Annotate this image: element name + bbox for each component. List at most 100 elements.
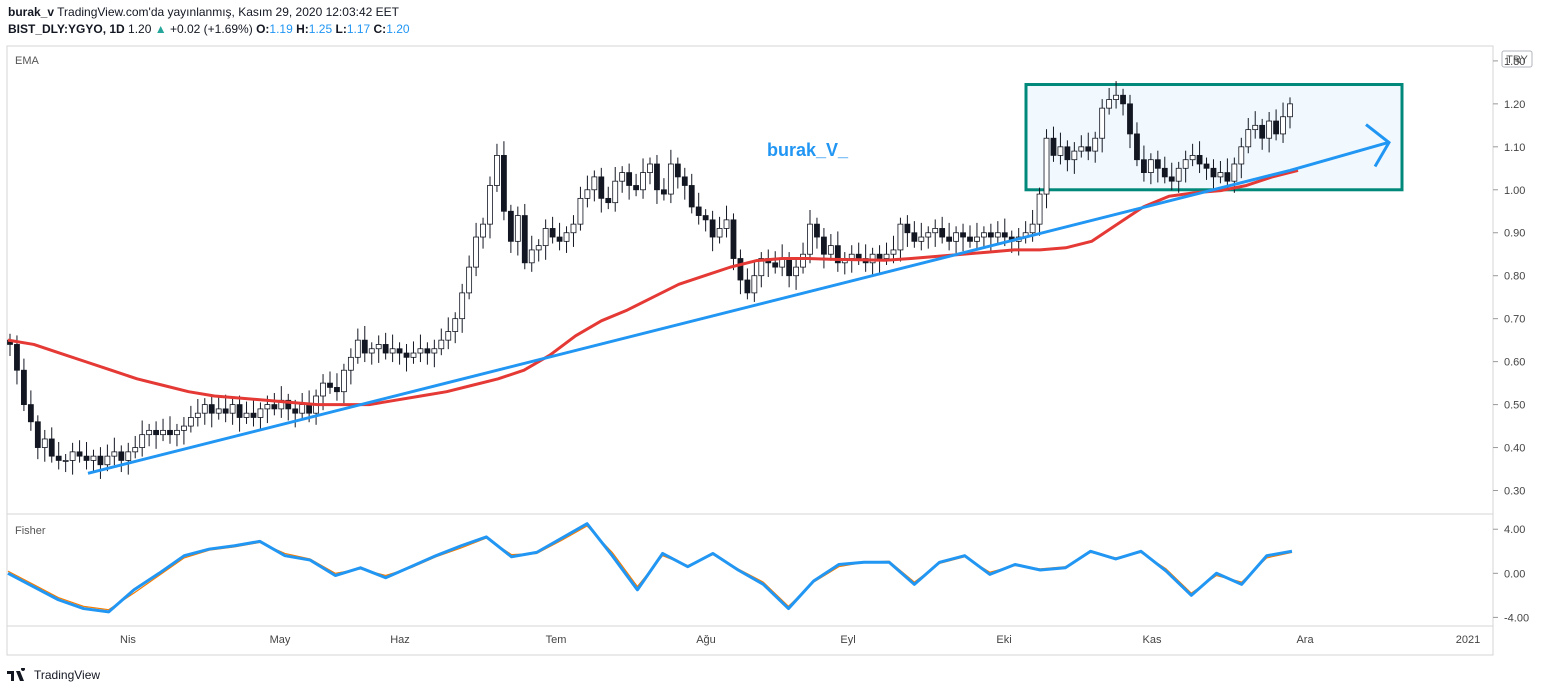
candle-body [1217,172,1224,178]
author-name[interactable]: burak_v [8,5,55,19]
candle-body [354,339,361,358]
candle-body [737,258,744,281]
price-axis[interactable]: 1.30 1.20 1.10 1.00 0.90 0.80 0.70 0.60 0.50 0.40… [1493,56,1525,498]
candle-body [946,236,953,242]
candle-body [292,408,299,414]
candle-body [62,460,69,462]
candle-body [410,352,417,358]
low-value: 1.17 [346,22,371,36]
open-value: 1.19 [269,22,293,36]
candle-body [264,404,271,410]
candle-body [584,189,591,199]
fisher-series-line [7,522,1293,614]
candle-body [1203,163,1210,169]
candle-body [1224,172,1231,182]
fisher-tick-label: 0.00 [1504,568,1525,580]
time-tick-label: Eyl [840,634,855,646]
candle-body [1182,159,1189,169]
candle-body [633,185,639,191]
candle-body [800,253,806,268]
trendline[interactable] [87,168,1291,475]
candle-body [347,356,354,371]
candle-body [487,185,493,225]
candle-body [389,348,396,354]
candle-body [306,404,313,414]
candle-body [681,176,688,186]
candle-body [1154,159,1161,169]
candle-body [14,344,20,371]
candle-body [48,438,55,457]
candle-body [723,219,730,229]
ohlc-legend: BIST_DLY:YGYO, 1D 1.20 ▲ +0.02 (+1.69%) … [8,22,410,36]
time-axis[interactable]: Nis May Haz Tem Ağu Eyl Eki Kas Ara 2021 [120,634,1480,646]
candle-body [417,348,424,354]
candle-body [911,232,918,242]
candle-body [661,189,667,195]
candle-body [1168,176,1175,182]
candle-body [125,451,132,461]
candle-body [953,232,959,242]
candle-body [1029,223,1036,234]
candle-body [960,232,966,238]
candle-body [827,245,834,255]
publish-info: TradingView.com'da yayınlanmış, Kasım 29… [57,5,399,19]
close-label: C: [373,22,387,36]
ema-line [7,168,1299,407]
fisher-label: Fisher [15,525,46,537]
tradingview-logo-icon [7,668,25,681]
open-label: O: [256,22,270,36]
candle-body [647,163,653,173]
publish-header: burak_v TradingView.com'da yayınlanmış, … [8,5,399,19]
high-value: 1.25 [308,22,333,36]
tradingview-watermark[interactable]: TradingView [6,668,100,682]
chart-annotation[interactable]: burak_V_ [767,140,849,160]
fisher-axis[interactable]: 4.00 0.00 -4.00 [1493,524,1529,624]
candle-body [1092,137,1099,152]
high-label: H: [296,22,309,36]
trendline-path [87,168,1291,475]
candle-body [786,258,793,277]
candle-body [132,447,139,453]
candle-body [1273,120,1279,135]
candle-body [1071,150,1078,161]
candle-body [167,429,173,436]
candle-body [542,228,549,247]
candle-body [299,404,306,414]
candle-body [320,382,326,397]
candle-body [104,455,111,466]
candle-body [702,215,709,221]
candle-body [793,266,799,277]
candle-body [201,404,208,414]
candle-body [236,404,243,418]
candle-body [730,219,737,259]
price-tick-label: 0.30 [1504,486,1525,498]
candle-body [1036,193,1043,225]
candle-body [918,236,925,242]
candle-body [688,185,695,208]
candle-body [521,215,528,264]
projection-arrow[interactable] [1289,123,1391,172]
time-tick-label: Tem [546,634,567,646]
currency-badge[interactable]: TRY [1501,50,1533,68]
price-tick-label: 1.20 [1504,99,1525,111]
time-tick-label: Nis [120,634,136,646]
watermark-text: TradingView [34,668,101,682]
candle-body [577,197,584,225]
candle-body [1099,107,1106,139]
candle-body [480,223,486,238]
candle-body [834,245,841,264]
candle-body [605,197,612,204]
candle-body [709,219,716,238]
candle-body [1141,159,1147,173]
candle-body [904,223,911,234]
candle-body [160,429,166,436]
candle-body [271,404,278,410]
candle-body [591,176,598,191]
candle-body [1175,167,1182,182]
candle-body [1245,129,1252,148]
candle-body [535,245,542,251]
candle-body [1134,133,1140,161]
time-tick-label: Ara [1296,634,1314,646]
candle-body [1161,167,1168,178]
